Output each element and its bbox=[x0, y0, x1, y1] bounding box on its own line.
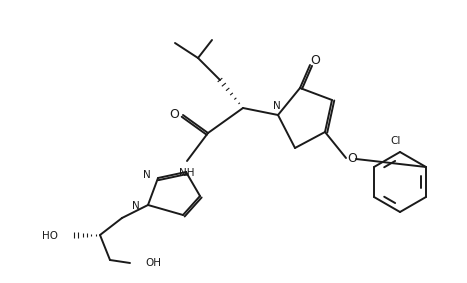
Text: O: O bbox=[169, 108, 179, 121]
Text: O: O bbox=[347, 153, 357, 166]
Text: N: N bbox=[273, 101, 281, 111]
Text: N: N bbox=[143, 170, 151, 180]
Text: HO: HO bbox=[42, 231, 58, 241]
Text: NH: NH bbox=[179, 168, 195, 178]
Text: O: O bbox=[310, 53, 320, 67]
Text: Cl: Cl bbox=[391, 136, 401, 146]
Text: N: N bbox=[132, 201, 140, 211]
Text: OH: OH bbox=[145, 258, 161, 268]
